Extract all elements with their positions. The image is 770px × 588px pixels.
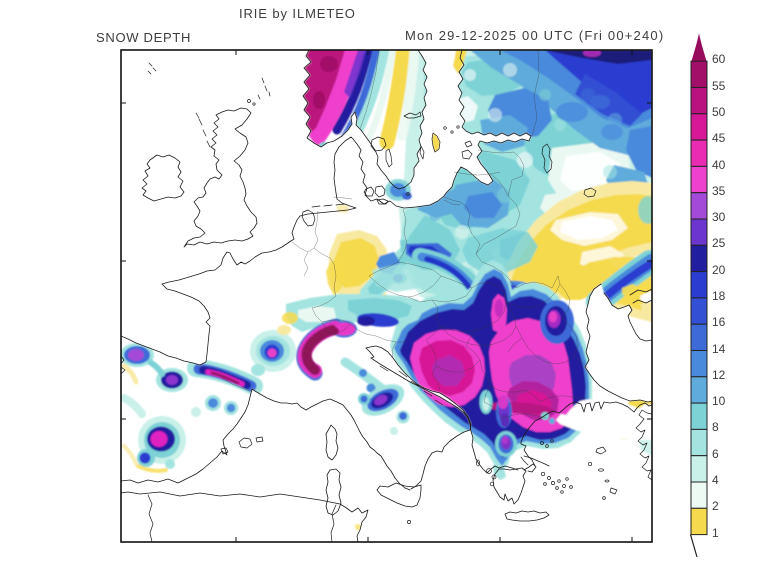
svg-text:45: 45 <box>712 131 726 145</box>
svg-text:8: 8 <box>712 420 719 434</box>
svg-text:SNOW DEPTH: SNOW DEPTH <box>96 30 191 45</box>
svg-text:20: 20 <box>712 263 726 277</box>
svg-text:25: 25 <box>712 236 726 250</box>
svg-text:4: 4 <box>712 473 719 487</box>
svg-text:2: 2 <box>712 499 719 513</box>
svg-text:40: 40 <box>712 158 726 172</box>
svg-text:12: 12 <box>712 368 726 382</box>
svg-text:18: 18 <box>712 289 726 303</box>
svg-text:1: 1 <box>712 526 719 540</box>
svg-text:Mon 29-12-2025 00 UTC (Fri 00+: Mon 29-12-2025 00 UTC (Fri 00+240) <box>405 28 664 43</box>
svg-text:IRIE by ILMETEO: IRIE by ILMETEO <box>239 6 356 21</box>
svg-text:50: 50 <box>712 105 726 119</box>
svg-text:55: 55 <box>712 79 726 93</box>
svg-text:6: 6 <box>712 447 719 461</box>
svg-text:14: 14 <box>712 342 726 356</box>
svg-text:35: 35 <box>712 184 726 198</box>
svg-text:30: 30 <box>712 210 726 224</box>
svg-text:16: 16 <box>712 315 726 329</box>
svg-text:10: 10 <box>712 394 726 408</box>
svg-text:60: 60 <box>712 52 726 66</box>
